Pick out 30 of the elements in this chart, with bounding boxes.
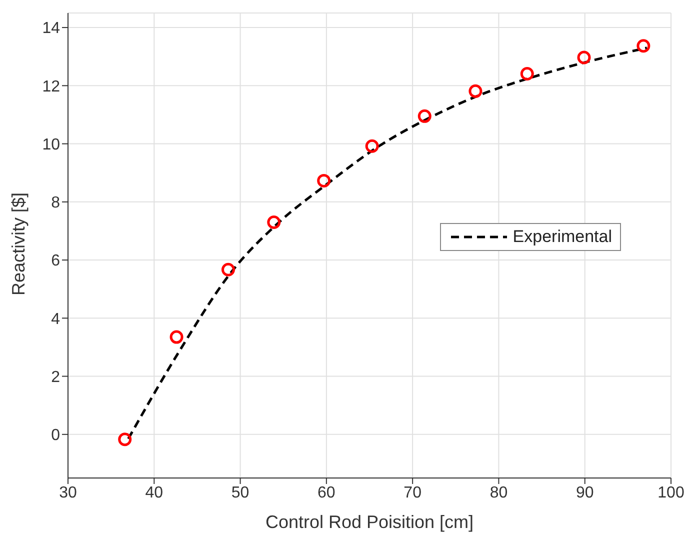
x-tick-label: 100	[658, 484, 684, 502]
x-tick-label: 50	[231, 484, 250, 502]
point	[170, 330, 184, 344]
y-tick-label: 6	[51, 252, 60, 270]
legend-label: Experimental	[512, 227, 612, 247]
x-tick-label: 70	[404, 484, 422, 502]
point	[317, 174, 331, 188]
point	[577, 50, 591, 64]
y-tick-label: 10	[42, 136, 60, 154]
x-tick-label: 60	[318, 484, 336, 502]
point	[267, 216, 281, 229]
x-axis-title: Control Rod Poisition [cm]	[265, 512, 474, 532]
point	[221, 262, 235, 276]
y-tick-label: 2	[51, 368, 60, 386]
point	[636, 39, 650, 53]
y-tick-label: 14	[42, 20, 60, 38]
point	[365, 139, 379, 153]
point	[418, 109, 432, 123]
y-tick-label: 8	[51, 194, 60, 212]
x-tick-label: 80	[490, 484, 508, 502]
point	[468, 84, 482, 98]
point	[520, 66, 534, 80]
y-tick-label: 0	[51, 427, 60, 444]
y-axis-title: Reactivity [$]	[8, 192, 28, 296]
x-tick-label: 40	[145, 484, 164, 502]
y-tick-label: 12	[42, 78, 60, 96]
y-tick-label: 4	[51, 310, 60, 328]
x-tick-label: 90	[576, 484, 594, 502]
point	[118, 432, 132, 446]
x-tick-label: 30	[59, 484, 77, 502]
